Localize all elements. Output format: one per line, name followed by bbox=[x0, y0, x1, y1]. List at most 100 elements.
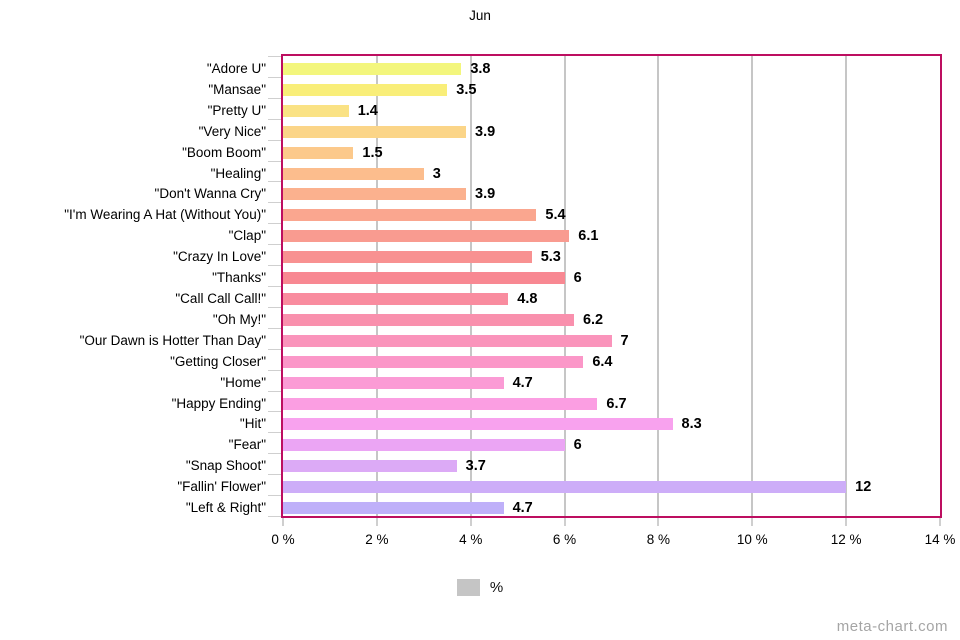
bar-value: 6 bbox=[573, 437, 582, 454]
y-tick bbox=[268, 411, 281, 413]
x-tick-label: 14 % bbox=[924, 532, 956, 547]
gridline bbox=[751, 56, 754, 516]
bar bbox=[283, 125, 467, 138]
bar bbox=[283, 188, 467, 201]
x-tick-label: 2 % bbox=[365, 532, 389, 547]
x-tick bbox=[657, 518, 660, 526]
category-label: "Our Dawn is Hotter Than Day" bbox=[79, 332, 266, 348]
bar bbox=[283, 502, 504, 515]
legend-label: % bbox=[489, 579, 504, 596]
x-tick-label: 0 % bbox=[271, 532, 295, 547]
category-label: "Happy Ending" bbox=[171, 395, 266, 411]
bar bbox=[283, 272, 565, 285]
category-label: "Very Nice" bbox=[198, 123, 266, 139]
category-label: "Crazy In Love" bbox=[173, 249, 266, 265]
category-label: "Fallin' Flower" bbox=[177, 479, 266, 495]
bar-value: 3 bbox=[432, 165, 441, 182]
plot-area: 3.8 3.5 1.4 3.9 1.5 3 3.9 5.4 6.1 5.3 6 4.8 6.2 7 6.4 4… bbox=[281, 54, 942, 518]
gridline bbox=[845, 56, 848, 516]
bar-value: 6 bbox=[573, 270, 582, 287]
y-tick bbox=[268, 244, 281, 246]
x-tick-label: 10 % bbox=[736, 532, 768, 547]
x-axis-labels: 0 % 2 % 4 % 6 % 8 % 10 % 12 % 14 % bbox=[0, 532, 960, 552]
bar-value: 5.3 bbox=[540, 249, 561, 266]
category-label: "Call Call Call!" bbox=[175, 291, 266, 306]
y-tick bbox=[268, 306, 281, 308]
category-label: "Healing" bbox=[210, 165, 266, 181]
bar bbox=[283, 230, 570, 243]
y-tick bbox=[268, 327, 281, 329]
bar-value: 4.7 bbox=[512, 500, 533, 517]
y-tick bbox=[268, 76, 281, 78]
x-tick-label: 4 % bbox=[459, 532, 483, 547]
x-tick bbox=[469, 518, 472, 526]
bar-value: 3.8 bbox=[470, 61, 491, 77]
gridline bbox=[563, 56, 566, 516]
bar bbox=[283, 397, 598, 410]
category-label: "Boom Boom" bbox=[182, 144, 266, 160]
category-label: "Snap Shoot" bbox=[185, 458, 266, 474]
bar bbox=[283, 481, 847, 494]
category-label: "Don't Wanna Cry" bbox=[154, 186, 266, 202]
category-label: "Home" bbox=[220, 374, 266, 390]
y-tick bbox=[268, 390, 281, 392]
bar bbox=[283, 460, 457, 473]
bar-value: 12 bbox=[855, 479, 872, 496]
y-tick bbox=[268, 495, 281, 497]
category-label: "Adore U" bbox=[206, 61, 266, 76]
bar-value: 3.7 bbox=[465, 458, 486, 475]
x-tick-label: 8 % bbox=[646, 532, 671, 547]
category-label: "Clap" bbox=[228, 228, 266, 244]
category-label: "Oh My!" bbox=[212, 311, 266, 327]
y-axis-labels: "Adore U" "Mansae" "Pretty U" "Very Nice" "B… bbox=[0, 56, 266, 516]
bar bbox=[283, 63, 462, 75]
y-tick bbox=[268, 286, 281, 287]
bar bbox=[283, 439, 565, 452]
y-tick bbox=[268, 223, 281, 225]
category-label: "Mansae" bbox=[208, 81, 266, 97]
bar-value: 1.4 bbox=[357, 102, 378, 119]
bar bbox=[283, 355, 584, 368]
y-tick bbox=[268, 453, 281, 455]
category-label: "Thanks" bbox=[212, 270, 266, 286]
bar-value: 6.2 bbox=[582, 311, 604, 328]
bar bbox=[283, 167, 424, 180]
y-tick bbox=[268, 139, 281, 141]
y-tick bbox=[268, 516, 281, 517]
category-label: "I'm Wearing A Hat (Without You)" bbox=[64, 207, 266, 223]
bar bbox=[283, 293, 509, 305]
x-tick bbox=[845, 518, 848, 526]
bar bbox=[283, 376, 504, 389]
bar-value: 3.9 bbox=[475, 186, 496, 203]
bar bbox=[283, 418, 673, 431]
x-tick bbox=[375, 518, 378, 526]
x-tick bbox=[563, 518, 566, 526]
y-tick bbox=[268, 474, 281, 476]
category-label: "Pretty U" bbox=[207, 102, 266, 118]
bar-value: 4.8 bbox=[517, 291, 538, 307]
y-tick bbox=[268, 56, 281, 57]
bar bbox=[283, 83, 448, 96]
y-tick bbox=[268, 348, 281, 350]
bar-value: 4.7 bbox=[512, 374, 533, 391]
y-tick bbox=[268, 181, 281, 183]
bar bbox=[283, 146, 354, 159]
y-tick bbox=[268, 369, 281, 371]
gridline bbox=[657, 56, 660, 516]
category-label: "Left & Right" bbox=[185, 500, 266, 516]
gridline bbox=[469, 56, 472, 516]
watermark: meta-chart.com bbox=[836, 618, 948, 635]
y-tick bbox=[268, 432, 281, 434]
y-tick bbox=[268, 160, 281, 162]
chart-title: Jun bbox=[469, 8, 491, 23]
gridline bbox=[375, 56, 378, 516]
y-tick bbox=[268, 265, 281, 267]
legend: % bbox=[0, 579, 960, 596]
x-tick bbox=[939, 518, 941, 526]
y-tick bbox=[268, 97, 281, 99]
bar-value: 8.3 bbox=[681, 416, 702, 433]
bar-value: 3.5 bbox=[456, 81, 477, 98]
bar-value: 7 bbox=[620, 332, 629, 349]
legend-swatch bbox=[456, 579, 480, 596]
category-label: "Hit" bbox=[239, 416, 266, 432]
